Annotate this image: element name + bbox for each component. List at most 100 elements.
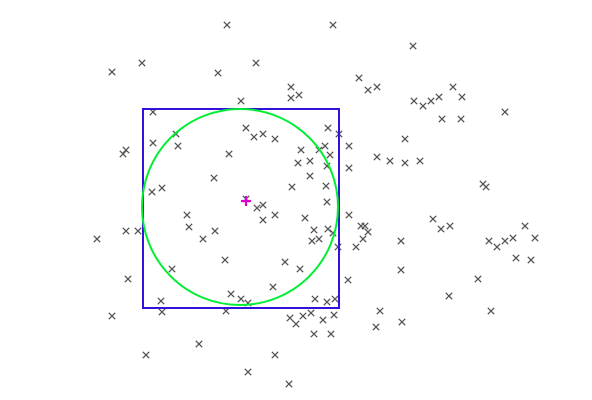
scatter-point	[321, 142, 329, 150]
scatter-point	[292, 320, 300, 328]
scatter-point	[306, 157, 314, 165]
scatter-point	[315, 235, 323, 243]
scatter-point	[223, 21, 231, 29]
scatter-point	[310, 330, 318, 338]
scatter-point	[269, 283, 277, 291]
scatter-point	[122, 227, 130, 235]
scatter-point	[149, 139, 157, 147]
scatter-points	[93, 21, 539, 388]
scatter-point	[225, 150, 233, 158]
scatter-point	[509, 234, 517, 242]
scatter-point	[158, 308, 166, 316]
scatter-point	[183, 211, 191, 219]
scatter-point	[214, 69, 222, 77]
scatter-point	[134, 227, 142, 235]
scatter-point	[359, 235, 367, 243]
scatter-point	[259, 201, 267, 209]
scatter-point	[324, 124, 332, 132]
scatter-point	[445, 292, 453, 300]
scatter-point	[271, 211, 279, 219]
scatter-point	[437, 225, 445, 233]
scatter-point	[301, 214, 309, 222]
scatter-point	[252, 59, 260, 67]
scatter-point	[364, 86, 372, 94]
scatter-point	[287, 83, 295, 91]
scatter-point	[449, 83, 457, 91]
scatter-point	[438, 115, 446, 123]
scatter-point	[373, 83, 381, 91]
scatter-point	[142, 351, 150, 359]
scatter-point	[259, 216, 267, 224]
scatter-point	[345, 142, 353, 150]
scatter-point	[93, 235, 101, 243]
scatter-point	[237, 97, 245, 105]
scatter-point	[352, 243, 360, 251]
scatter-point	[323, 198, 331, 206]
scatter-point	[297, 146, 305, 154]
scatter-point	[427, 97, 435, 105]
scatter-point	[345, 211, 353, 219]
scatter-point	[416, 157, 424, 165]
scatter-point	[493, 243, 501, 251]
scatter-point	[174, 142, 182, 150]
scatter-point	[376, 307, 384, 315]
scatter-point	[474, 275, 482, 283]
scatter-point	[244, 368, 252, 376]
scatter-point	[401, 159, 409, 167]
scatter-point	[322, 182, 330, 190]
scatter-point	[435, 93, 443, 101]
scatter-point	[308, 237, 316, 245]
scatter-point	[148, 188, 156, 196]
scatter-point	[361, 222, 369, 230]
scatter-point	[457, 115, 465, 123]
scatter-point	[211, 227, 219, 235]
scatter-point	[281, 258, 289, 266]
scatter-point	[158, 184, 166, 192]
scatter-point	[221, 256, 229, 264]
scatter-point	[326, 151, 334, 159]
scatter-point	[271, 351, 279, 359]
scatter-point	[295, 91, 303, 99]
scatter-point	[210, 174, 218, 182]
scatter-point	[323, 298, 331, 306]
scatter-point	[458, 93, 466, 101]
scatter-point	[364, 228, 372, 236]
scatter-point	[119, 150, 127, 158]
scatter-point	[259, 130, 267, 138]
scatter-point	[501, 108, 509, 116]
scatter-point	[271, 135, 279, 143]
scatter-point	[329, 21, 337, 29]
scatter-point	[397, 266, 405, 274]
scatter-point	[108, 312, 116, 320]
scatter-point	[487, 307, 495, 315]
scatter-point	[311, 295, 319, 303]
scatter-point	[527, 256, 535, 264]
scatter-point	[138, 59, 146, 67]
scatter-point	[446, 222, 454, 230]
scatter-point	[521, 222, 529, 230]
scatter-point	[501, 237, 509, 245]
center-marker	[241, 196, 251, 206]
scatter-point	[485, 237, 493, 245]
scatter-point	[410, 97, 418, 105]
scatter-point	[330, 311, 338, 319]
scatter-point	[250, 133, 258, 141]
scatter-point	[419, 102, 427, 110]
scatter-point	[331, 295, 339, 303]
scatter-point	[512, 254, 520, 262]
scatter-point	[237, 295, 245, 303]
scatter-point	[324, 225, 332, 233]
scatter-point	[285, 380, 293, 388]
scatter-point	[227, 290, 235, 298]
scatter-point	[306, 172, 314, 180]
scatter-point	[310, 226, 318, 234]
scatter-point	[185, 223, 193, 231]
scatter-point	[409, 42, 417, 50]
scatter-point	[195, 340, 203, 348]
scatter-point	[429, 215, 437, 223]
scatter-point	[286, 314, 294, 322]
scatter-point	[345, 164, 353, 172]
scatter-point	[373, 153, 381, 161]
scatter-point	[397, 237, 405, 245]
